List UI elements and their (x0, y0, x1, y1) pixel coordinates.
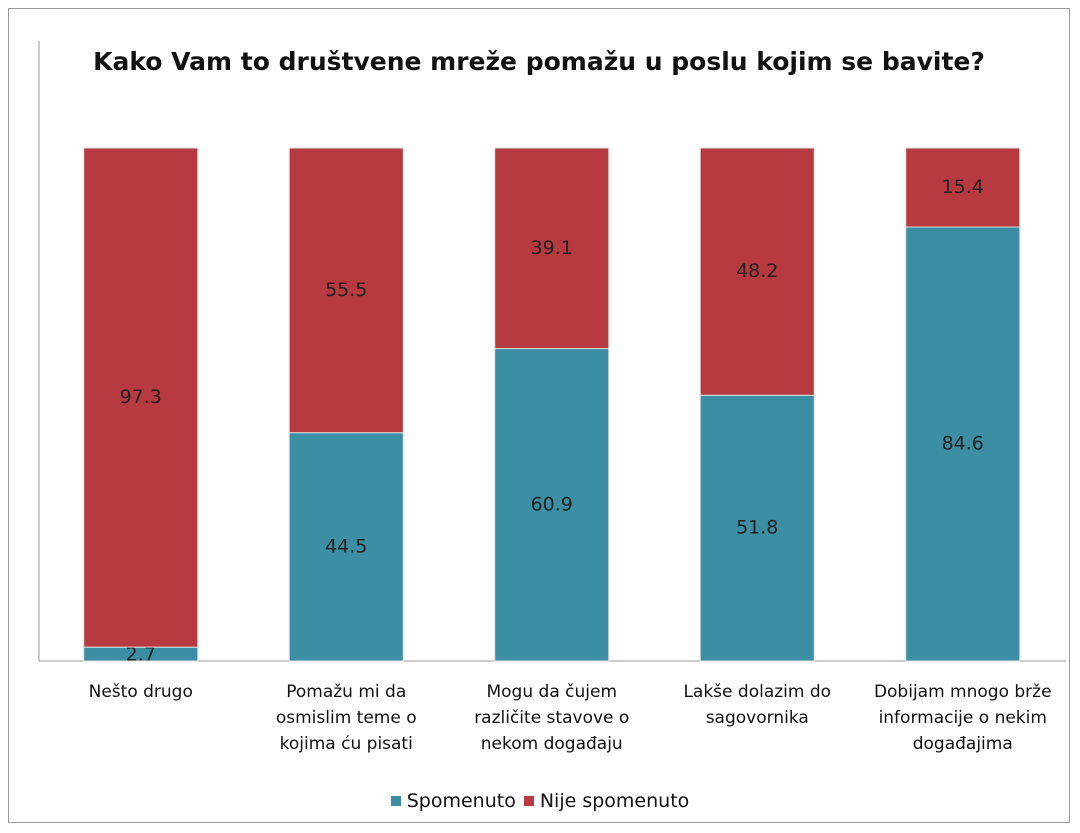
bar-segment (288, 432, 404, 662)
value-label: 84.6 (942, 433, 984, 455)
value-label: 48.2 (736, 260, 778, 282)
plot: 2.7 97.3 44.5 55.5 60.9 39.1 51.8 48.2 84.6 15.4 (38, 41, 1066, 666)
legend-item: Spomenuto (390, 790, 516, 812)
bar-segment (905, 147, 1021, 228)
bar-segment (699, 147, 815, 396)
chart-title: Kako Vam to društvene mreže pomažu u pos… (93, 47, 985, 76)
bar-segment (699, 394, 815, 662)
value-label: 39.1 (531, 237, 573, 259)
value-label: 15.4 (942, 176, 984, 198)
chart: Kako Vam to društvene mreže pomažu u pos… (8, 8, 1070, 823)
legend-swatch (523, 796, 534, 806)
x-tick-label: Mogu da čujem različite stavove o nekom … (474, 682, 630, 754)
value-label: 60.9 (531, 493, 573, 515)
legend-swatch (390, 796, 401, 806)
value-label: 51.8 (736, 517, 778, 539)
legend: Spomenuto Nije spomenuto (9, 789, 1069, 812)
legend-label: Spomenuto (406, 790, 516, 812)
value-label: 55.5 (325, 279, 367, 301)
x-tick-label: Nešto drugo (88, 682, 193, 702)
bar-segment (83, 147, 199, 648)
bar-segment (905, 226, 1021, 662)
legend-item: Nije spomenuto (523, 790, 690, 812)
x-tick-label: Dobijam mnogo brže informacije o nekim d… (873, 682, 1052, 754)
value-label: 2.7 (126, 644, 156, 666)
value-label: 44.5 (325, 535, 367, 557)
x-tick-label: Lakše dolazim do sagovornika (683, 682, 832, 728)
bar-segment (494, 348, 610, 662)
value-label: 97.3 (120, 386, 162, 408)
legend-label: Nije spomenuto (539, 790, 690, 812)
bar-segment (494, 147, 610, 350)
bar-segment (288, 147, 404, 434)
x-tick-label: Pomažu mi da osmislim teme o kojima ću p… (275, 682, 417, 754)
